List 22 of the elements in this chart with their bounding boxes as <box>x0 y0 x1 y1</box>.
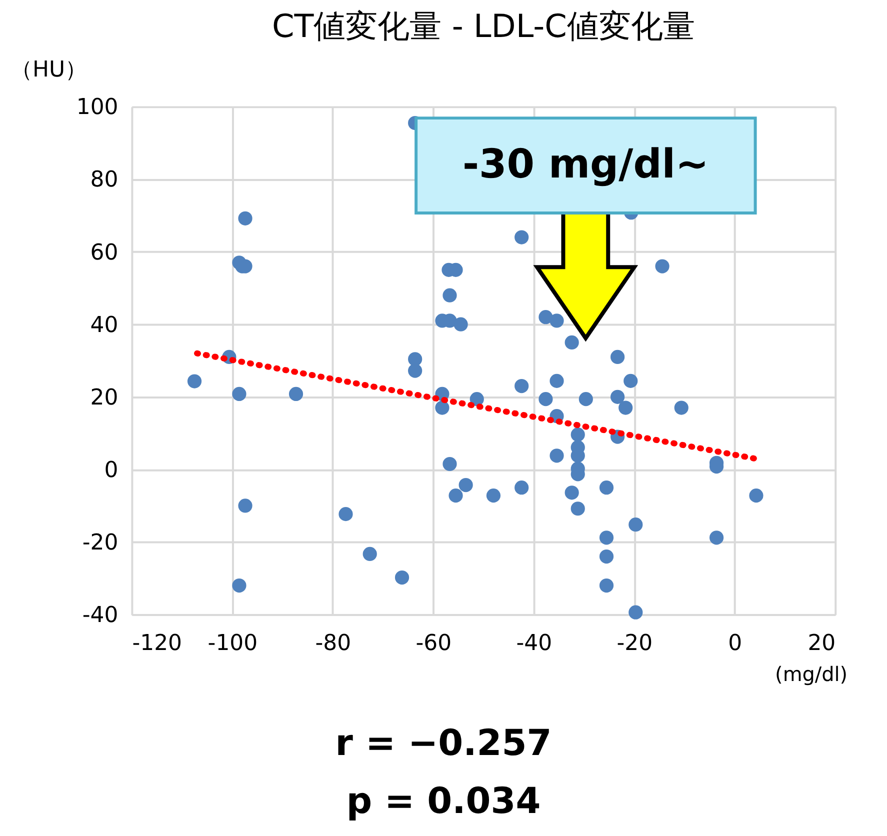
chart-title: CT値変化量 - LDL-C値変化量 <box>272 6 695 45</box>
y-tick-label: 80 <box>90 168 118 193</box>
text: r = −0.257 <box>335 723 552 764</box>
y-tick-label: 40 <box>90 312 118 338</box>
x-tick-label: -40 <box>516 630 552 656</box>
y-tick-label: 20 <box>90 385 118 410</box>
annotation: -30 mg/dl~ <box>462 142 709 188</box>
y-tick-label: -40 <box>82 603 118 628</box>
text: p = 0.034 <box>346 781 541 822</box>
x-tick-label: -80 <box>315 630 352 656</box>
y-tick-label: 100 <box>76 95 118 120</box>
y-tick-label: 0 <box>104 458 118 483</box>
x-tick-label: -60 <box>416 630 452 656</box>
x-axis-title: (mg/dl) <box>775 662 848 686</box>
x-tick-label: -100 <box>208 630 258 656</box>
y-axis-title: （HU） <box>10 57 88 82</box>
y-tick-label: 60 <box>90 240 118 266</box>
x-tick-label: 20 <box>808 630 836 656</box>
x-tick-label: -120 <box>132 630 182 656</box>
x-tick-label: -20 <box>616 630 653 656</box>
y-tick-label: -20 <box>82 530 118 556</box>
x-tick-label: 0 <box>728 630 742 656</box>
